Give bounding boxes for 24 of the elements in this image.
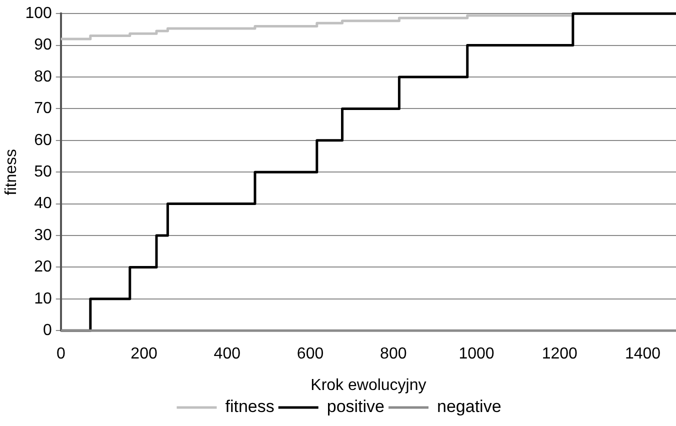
x-tick-label: 0 [56,346,66,363]
y-axis-title: fitness [3,148,20,196]
y-tick-label: 100 [25,5,52,22]
y-tick-label: 30 [34,226,52,244]
x-tick-label: 200 [130,346,158,363]
legend-label: fitness [225,397,274,416]
x-axis-title: Krok ewolucyjny [310,376,426,394]
y-tick-label: 10 [34,290,52,308]
x-tick-label: 800 [380,346,407,363]
x-tick-label: 400 [214,346,241,363]
y-tick-label: 80 [34,68,52,86]
y-tick-label: 20 [34,258,52,276]
y-tick-label: 60 [34,132,52,149]
legend-label: positive [326,397,384,416]
y-tick-label: 40 [34,195,52,212]
y-tick-label: 50 [34,164,52,181]
y-tick-label: 90 [34,36,52,54]
legend-label: negative [437,397,502,416]
y-tick-label: 70 [34,100,52,118]
x-tick-label: 1200 [542,346,578,363]
x-tick-label: 1400 [624,346,661,363]
x-tick-label: 1000 [458,346,494,363]
y-tick-label: 0 [42,322,52,340]
x-tick-label: 600 [296,346,324,363]
